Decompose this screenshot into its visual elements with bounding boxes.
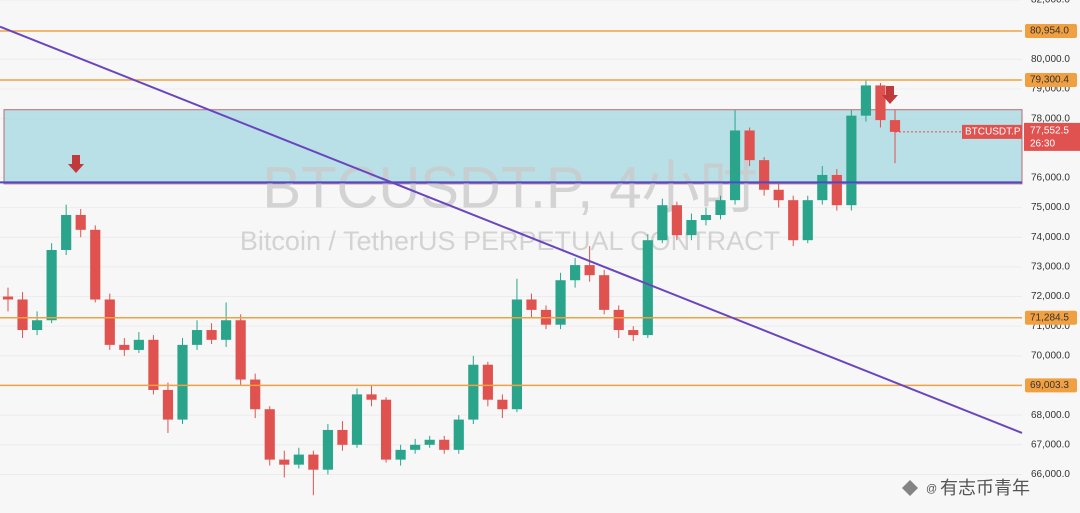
candle-body [104, 299, 115, 345]
level-label-box [1025, 310, 1077, 325]
candle-body [889, 120, 901, 132]
footer-text: 有志币青年 [940, 478, 1030, 498]
candle-body [788, 200, 799, 241]
y-tick-label: 70,000.0 [1031, 350, 1070, 361]
price-box [1024, 122, 1080, 151]
countdown: 26:30 [1030, 139, 1055, 150]
candle-body [831, 174, 842, 206]
candle-body [90, 229, 101, 300]
y-tick-label: 82,000.0 [1031, 0, 1070, 6]
candle-body [264, 409, 275, 460]
y-tick-label: 68,000.0 [1031, 410, 1070, 421]
candle-body [642, 240, 653, 336]
candle-body [395, 449, 406, 460]
level-label: 80,954.0 [1030, 26, 1069, 37]
candle-body [162, 389, 174, 420]
level-label: 79,300.4 [1030, 75, 1069, 86]
symbol-box [962, 124, 1022, 139]
candle-body [453, 419, 464, 450]
level-label: 71,284.5 [1030, 312, 1069, 323]
y-tick-label: 74,000.0 [1031, 232, 1070, 243]
y-tick-label: 80,000.0 [1031, 54, 1070, 65]
footer: @ 有志币青年 [902, 478, 1030, 498]
candle-body [802, 200, 813, 241]
level-label: 69,003.3 [1030, 380, 1069, 391]
last-price: 77,552.5 [1030, 126, 1069, 137]
candle-body [119, 344, 130, 350]
arrow-marker [68, 155, 84, 173]
candle-body [293, 454, 304, 465]
candle-body [366, 394, 377, 400]
candle-body [46, 249, 57, 321]
candle-body [133, 339, 144, 350]
candle-body [715, 200, 726, 215]
level-label-box [1025, 378, 1077, 393]
candle-body [424, 439, 435, 445]
candle-body [468, 364, 479, 420]
candle-body [439, 439, 450, 450]
candle-body [613, 309, 624, 331]
candle-body [628, 330, 639, 336]
candle-body [235, 320, 246, 380]
candle-body [2, 296, 14, 300]
candle-body [555, 280, 566, 325]
y-tick-label: 67,000.0 [1031, 439, 1070, 450]
candle-body [31, 320, 43, 331]
candle-body [322, 429, 333, 470]
candle-body [846, 115, 857, 206]
candle-body [221, 320, 232, 340]
candle-body [497, 399, 508, 410]
candle-body [250, 379, 261, 410]
candle-body [700, 214, 712, 221]
candle-body [410, 444, 421, 450]
candle-body [686, 220, 697, 236]
trendline [0, 25, 1023, 434]
candle-body [671, 205, 682, 236]
level-label-box [1025, 73, 1077, 88]
candle-body [177, 344, 188, 420]
candle-body [511, 299, 523, 410]
candle-body [759, 160, 770, 190]
candle-body [75, 214, 86, 230]
symbol-label: BTCUSDT.P [965, 127, 1021, 138]
candle-body [584, 265, 595, 276]
candle-body [61, 214, 72, 250]
at-sign: @ [926, 483, 937, 495]
y-tick-label: 66,000.0 [1031, 469, 1070, 480]
y-tick-label: 71,000.0 [1031, 321, 1070, 332]
watermark-subtitle: Bitcoin / TetherUS PERPETUAL CONTRACT [240, 226, 780, 256]
candle-body [773, 189, 784, 201]
arrow-marker [882, 86, 898, 104]
candle-body [860, 85, 872, 116]
candle-body [570, 265, 581, 281]
candle-body [279, 459, 290, 465]
candle-body [351, 394, 363, 445]
candle-body [191, 330, 203, 345]
candle-body [380, 399, 392, 460]
candle-body [744, 130, 755, 161]
y-tick-label: 75,000.0 [1031, 202, 1070, 213]
y-tick-label: 73,000.0 [1031, 262, 1070, 273]
logo [902, 480, 918, 496]
candle-body [148, 339, 159, 390]
candle-body [875, 85, 886, 121]
watermark-title: BTCUSDT.P, 4小时 [262, 155, 757, 220]
candle-body [482, 364, 493, 400]
candle-body [599, 275, 610, 310]
y-tick-label: 76,000.0 [1031, 173, 1070, 184]
candle-body [308, 454, 319, 470]
candle-body [817, 174, 828, 201]
candle-body [17, 299, 28, 331]
candle-body [729, 130, 741, 201]
y-tick-label: 79,000.0 [1031, 84, 1070, 95]
candle-body [206, 330, 217, 340]
y-tick-label: 72,000.0 [1031, 291, 1070, 302]
candle-body [657, 205, 668, 241]
y-tick-label: 78,000.0 [1031, 113, 1070, 124]
level-label-box [1025, 24, 1077, 39]
candle-body [337, 429, 348, 445]
candle-body [526, 299, 537, 310]
